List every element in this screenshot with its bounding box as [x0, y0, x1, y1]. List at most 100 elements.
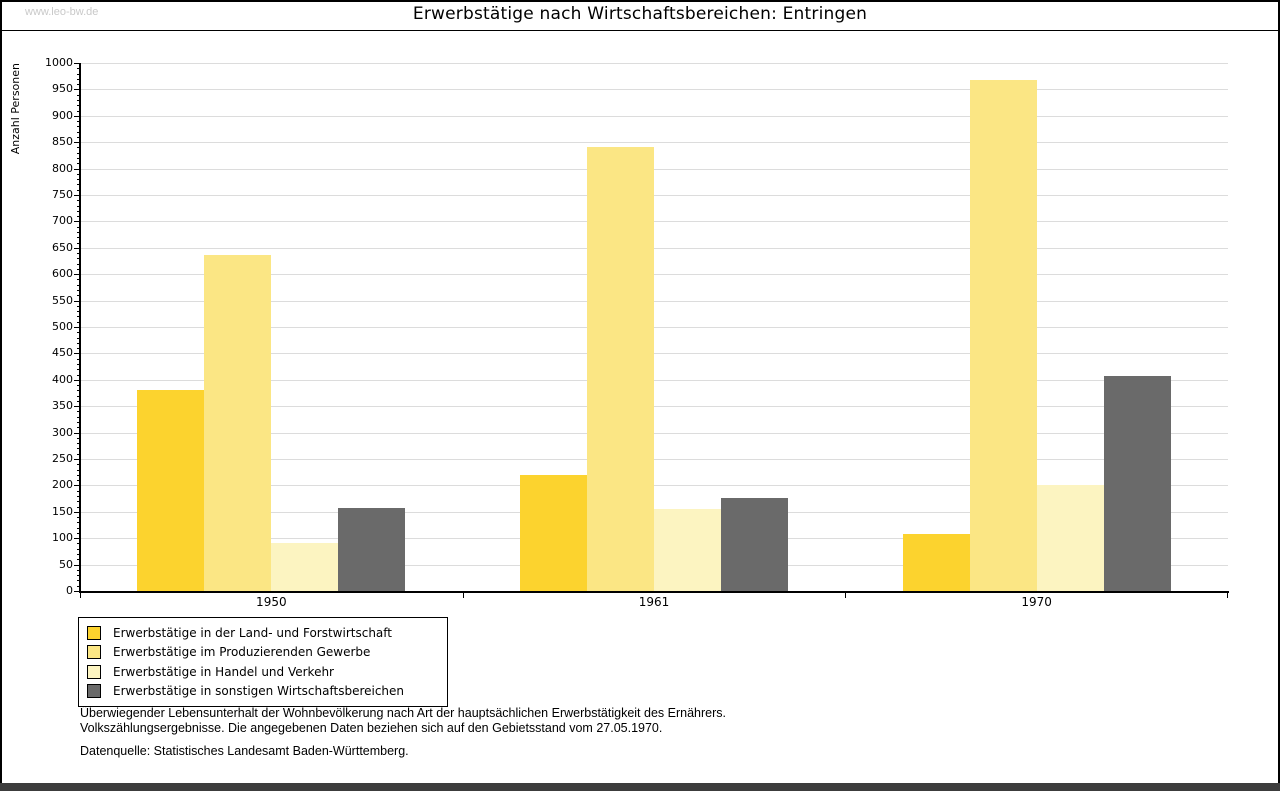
window-bottom-edge: [0, 783, 1280, 791]
x-tick-label: 1961: [638, 595, 670, 609]
y-minor-tick: [77, 136, 80, 138]
y-tick-label: 450: [52, 346, 73, 360]
y-major-tick: [74, 432, 80, 434]
y-minor-tick: [77, 210, 80, 212]
y-major-tick: [74, 247, 80, 249]
bar-1950-series-4: [338, 508, 406, 591]
y-major-tick: [74, 168, 80, 170]
y-minor-tick: [77, 105, 80, 107]
y-tick-label: 950: [52, 82, 73, 96]
y-minor-tick: [77, 216, 80, 218]
y-minor-tick: [77, 374, 80, 376]
legend-swatch-sonstige-wirtschaftsbereiche-icon: [87, 684, 101, 699]
y-tick-label: 400: [52, 372, 73, 386]
gridline: [80, 168, 1228, 170]
y-major-tick: [74, 63, 80, 64]
y-minor-tick: [77, 495, 80, 497]
y-minor-tick: [77, 469, 80, 471]
y-minor-tick: [77, 427, 80, 429]
y-tick-label: 550: [52, 293, 73, 307]
x-tick-label: 1970: [1021, 595, 1052, 609]
y-tick-label: 100: [52, 531, 73, 545]
y-tick-label: 300: [52, 425, 73, 439]
data-source: Datenquelle: Statistisches Landesamt Bad…: [80, 744, 409, 758]
y-minor-tick: [77, 575, 80, 577]
bar-1970-series-1: [902, 533, 970, 591]
y-minor-tick: [77, 311, 80, 313]
y-minor-tick: [77, 390, 80, 392]
legend-swatch-handel-verkehr-icon: [87, 664, 101, 679]
y-minor-tick: [77, 290, 80, 292]
y-major-tick: [74, 274, 80, 276]
y-minor-tick: [77, 84, 80, 86]
bar-1950-series-2: [204, 254, 272, 591]
y-tick-label: 850: [52, 135, 73, 149]
gridline: [80, 115, 1228, 117]
legend-label: Erwerbstätige im Produzierenden Gewerbe: [113, 645, 371, 660]
y-tick-label: 50: [59, 557, 73, 571]
y-tick-label: 250: [52, 452, 73, 465]
footnote-line-1: Überwiegender Lebensunterhalt der Wohnbe…: [80, 706, 726, 720]
legend-swatch-land-forstwirtschaft-icon: [87, 625, 101, 640]
y-tick-label: 600: [52, 267, 73, 281]
y-minor-tick: [77, 205, 80, 207]
x-tick: [462, 592, 464, 598]
y-minor-tick: [77, 385, 80, 387]
y-major-tick: [74, 564, 80, 566]
y-minor-tick: [77, 316, 80, 318]
y-minor-tick: [77, 268, 80, 270]
gridline: [80, 221, 1228, 223]
legend-label: Erwerbstätige in sonstigen Wirtschaftsbe…: [113, 684, 405, 699]
y-minor-tick: [77, 543, 80, 545]
y-minor-tick: [77, 453, 80, 455]
y-minor-tick: [77, 559, 80, 561]
y-minor-tick: [77, 348, 80, 350]
y-minor-tick: [77, 569, 80, 571]
y-minor-tick: [77, 158, 80, 160]
page-border-right: [1278, 0, 1280, 791]
y-major-tick: [74, 511, 80, 513]
gridline: [80, 300, 1228, 302]
watermark: www.leo-bw.de: [25, 6, 99, 18]
gridline: [80, 353, 1228, 355]
y-minor-tick: [77, 231, 80, 233]
legend-box: Erwerbstätige in der Land- und Forstwirt…: [78, 617, 448, 707]
y-minor-tick: [77, 585, 80, 587]
legend-item: Erwerbstätige in der Land- und Forstwirt…: [87, 623, 439, 643]
y-minor-tick: [77, 279, 80, 281]
y-minor-tick: [77, 173, 80, 175]
y-minor-tick: [77, 337, 80, 339]
legend-label: Erwerbstätige in der Land- und Forstwirt…: [113, 625, 392, 640]
bar-1961-series-4: [721, 498, 788, 591]
y-tick-label: 200: [52, 478, 73, 492]
page-border-left: [0, 0, 2, 791]
y-major-tick: [74, 485, 80, 487]
y-tick-label: 1000: [45, 56, 73, 69]
y-minor-tick: [77, 332, 80, 334]
x-tick: [80, 592, 81, 598]
gridline: [80, 379, 1228, 381]
x-axis-line: [79, 591, 1229, 593]
gridline: [80, 63, 1228, 64]
y-minor-tick: [77, 242, 80, 244]
y-minor-tick: [77, 94, 80, 96]
y-minor-tick: [77, 68, 80, 70]
y-minor-tick: [77, 554, 80, 556]
y-axis-line: [79, 63, 81, 592]
y-minor-tick: [77, 490, 80, 492]
y-minor-tick: [77, 126, 80, 128]
y-minor-tick: [77, 443, 80, 445]
y-axis-labels: 0 50 100 150 200 250 300 350 400 450 500 550 600 650 7…: [0, 56, 73, 597]
y-major-tick: [74, 538, 80, 540]
y-major-tick: [74, 115, 80, 117]
y-minor-tick: [77, 295, 80, 297]
y-minor-tick: [77, 411, 80, 413]
y-minor-tick: [77, 253, 80, 255]
gridline: [80, 327, 1228, 328]
y-minor-tick: [77, 184, 80, 186]
y-minor-tick: [77, 237, 80, 239]
header-divider: [0, 30, 1280, 31]
y-minor-tick: [77, 152, 80, 154]
y-minor-tick: [77, 363, 80, 365]
